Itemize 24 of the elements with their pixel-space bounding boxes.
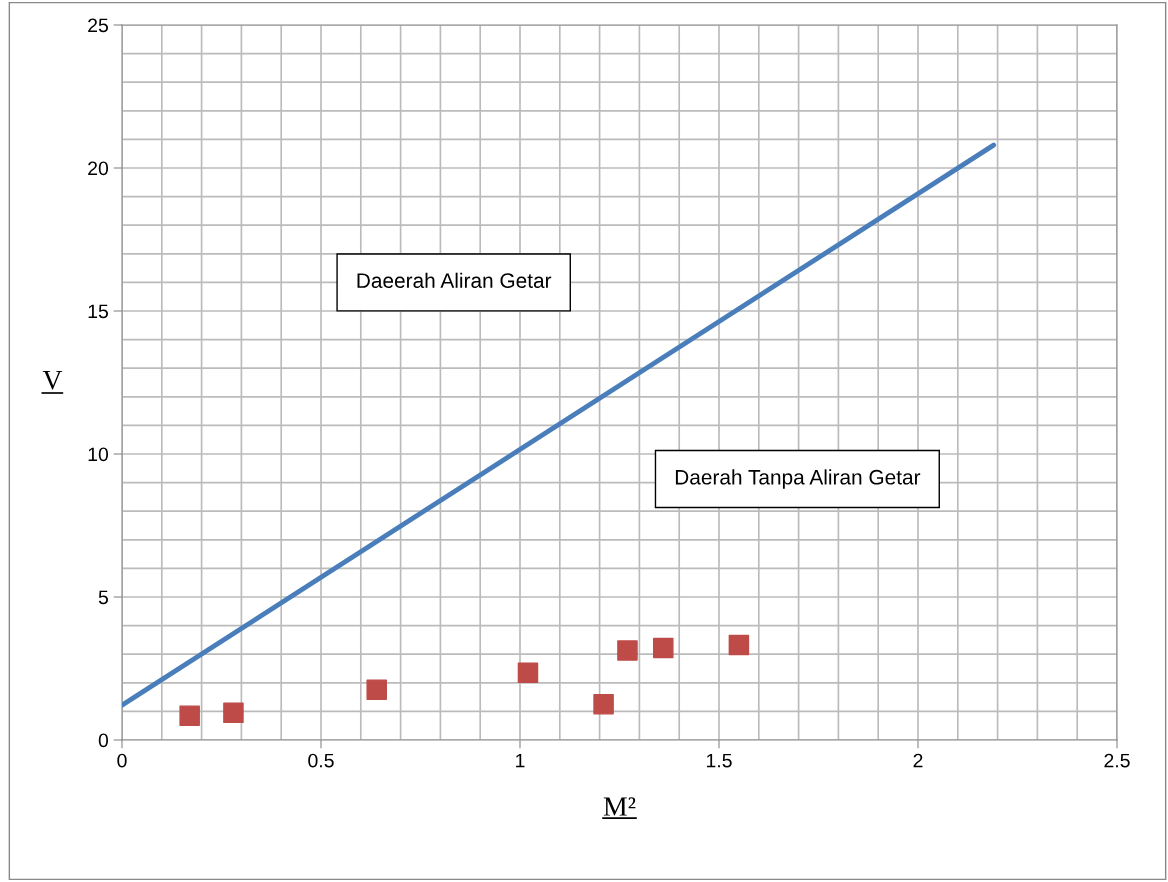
annotation: Daerah Tanpa Aliran Getar (675, 469, 921, 489)
y-tick-label: 10 (88, 447, 109, 462)
y-tick-label: 20 (88, 161, 109, 176)
y-tick-label: 0 (98, 733, 109, 748)
x-tick-label: 2 (913, 753, 923, 768)
y-tick-label: 5 (98, 590, 108, 605)
point (617, 640, 638, 661)
point (653, 637, 674, 659)
x-tick-label: 2.5 (1104, 753, 1130, 768)
y-tick-label: 25 (88, 18, 108, 33)
y-axis-title: V (42, 370, 63, 390)
x-tick-label: 1 (516, 753, 525, 768)
point (728, 634, 750, 656)
point (223, 702, 244, 724)
point (517, 662, 539, 684)
x-tick-label: 0.5 (308, 753, 334, 768)
y-tick-label: 15 (88, 304, 108, 319)
x-axis-title: M² (603, 797, 636, 816)
x-tick-label: 0 (117, 753, 127, 768)
point (593, 693, 614, 715)
x-tick-label: 1.5 (706, 753, 732, 768)
point (366, 679, 387, 700)
point (179, 705, 200, 726)
annotation: Daeerah Aliran Getar (357, 272, 552, 288)
